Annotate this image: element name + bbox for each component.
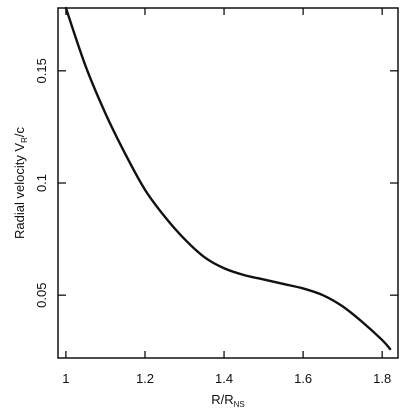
ticks-layer: 1 1.2 1.4 1.6 1.8 0.05 0.1 0.15 — [34, 8, 398, 386]
x-tick-label: 1.2 — [136, 371, 154, 386]
y-tick-label: 0.1 — [34, 174, 49, 192]
x-axis-label-main: R/R — [211, 392, 233, 407]
y-axis-label: Radial velocity VR/c — [12, 127, 29, 240]
x-tick-label: 1.4 — [215, 371, 233, 386]
plot-frame — [57, 7, 399, 359]
y-tick-label: 0.05 — [34, 283, 49, 308]
line-layer — [64, 6, 392, 351]
x-tick-label: 1 — [62, 371, 69, 386]
radial-velocity-series-line — [64, 6, 392, 351]
y-tick-label: 0.15 — [34, 58, 49, 83]
y-axis-label-main: Radial velocity V — [12, 143, 27, 239]
y-axis-label-suffix: /c — [12, 127, 27, 138]
x-axis-label: R/RNS — [211, 392, 245, 409]
x-tick-label: 1.8 — [373, 371, 391, 386]
x-tick-label: 1.6 — [294, 371, 312, 386]
y-axis-label-subscript: R — [20, 137, 29, 143]
x-axis-label-subscript: NS — [234, 400, 245, 409]
